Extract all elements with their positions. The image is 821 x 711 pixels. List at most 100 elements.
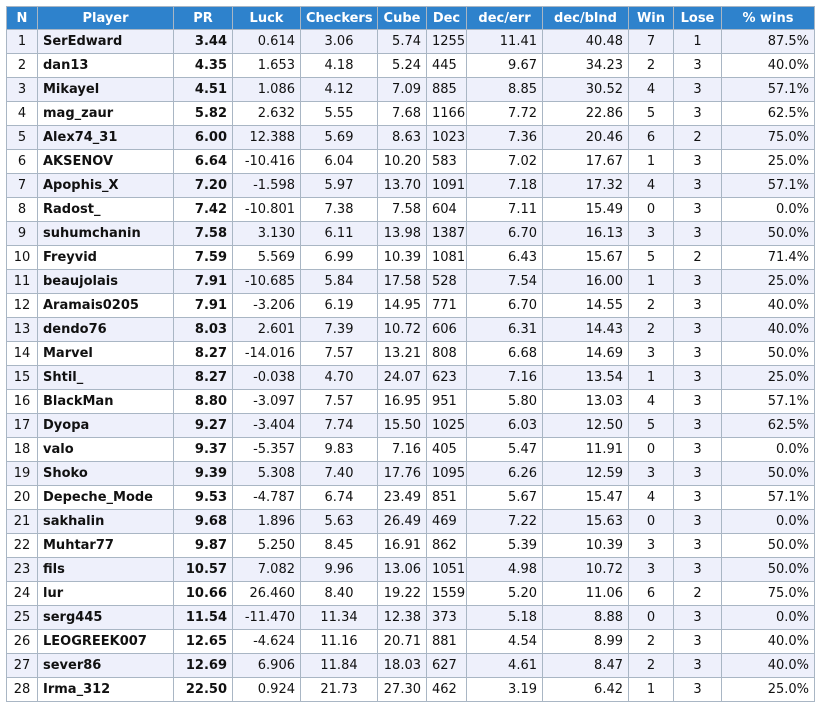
cube-cell: 23.49 (377, 485, 427, 510)
dec-err-cell: 7.16 (466, 365, 543, 390)
checkers-cell: 6.19 (300, 293, 378, 318)
cube-cell: 7.68 (377, 101, 427, 126)
lose-cell: 3 (673, 317, 722, 342)
checkers-cell: 6.99 (300, 245, 378, 270)
lose-cell: 3 (673, 53, 722, 78)
pct-wins-cell: 57.1% (721, 389, 815, 414)
column-header-cube[interactable]: Cube (377, 6, 427, 30)
table-row: 25 serg445 11.54 -11.470 11.34 12.38 373 5.18 8.… (6, 605, 815, 630)
pct-wins-cell: 57.1% (721, 173, 815, 198)
rank-cell: 18 (6, 437, 38, 462)
column-header-lose[interactable]: Lose (673, 6, 722, 30)
dec-blnd-cell: 11.91 (542, 437, 629, 462)
dec-err-cell: 5.80 (466, 389, 543, 414)
win-cell: 2 (628, 53, 674, 78)
player-name-cell: LEOGREEK007 (37, 629, 174, 654)
rank-cell: 1 (6, 29, 38, 54)
player-name-cell: sakhalin (37, 509, 174, 534)
pr-cell: 8.03 (173, 317, 233, 342)
player-name-cell: fils (37, 557, 174, 582)
player-name-cell: serg445 (37, 605, 174, 630)
column-header-dec[interactable]: Dec (426, 6, 467, 30)
luck-cell: 5.250 (232, 533, 301, 558)
table-row: 23 fils 10.57 7.082 9.96 13.06 1051 4.98 10.72 3 3… (6, 557, 815, 582)
column-header-pr[interactable]: PR (173, 6, 233, 30)
column-header-n[interactable]: N (6, 6, 38, 30)
column-header-checkers[interactable]: Checkers (300, 6, 378, 30)
rank-cell: 8 (6, 197, 38, 222)
pct-wins-cell: 25.0% (721, 365, 815, 390)
table-row: 18 valo 9.37 -5.357 9.83 7.16 405 5.47 11.91 0 3 0.… (6, 437, 815, 462)
dec-blnd-cell: 12.50 (542, 413, 629, 438)
column-header-dec-blnd[interactable]: dec/blnd (542, 6, 629, 30)
dec-cell: 373 (426, 605, 467, 630)
column-header-luck[interactable]: Luck (232, 6, 301, 30)
cube-cell: 13.06 (377, 557, 427, 582)
luck-cell: -10.685 (232, 269, 301, 294)
player-name-cell: sever86 (37, 653, 174, 678)
dec-blnd-cell: 17.32 (542, 173, 629, 198)
column-header-win[interactable]: Win (628, 6, 674, 30)
cube-cell: 13.70 (377, 173, 427, 198)
cube-cell: 27.30 (377, 677, 427, 702)
player-name-cell: suhumchanin (37, 221, 174, 246)
cube-cell: 7.16 (377, 437, 427, 462)
column-header-player[interactable]: Player (37, 6, 174, 30)
pr-cell: 7.91 (173, 269, 233, 294)
luck-cell: -11.470 (232, 605, 301, 630)
win-cell: 5 (628, 101, 674, 126)
player-name-cell: Apophis_X (37, 173, 174, 198)
pr-cell: 4.35 (173, 53, 233, 78)
dec-blnd-cell: 22.86 (542, 101, 629, 126)
dec-cell: 606 (426, 317, 467, 342)
dec-err-cell: 7.72 (466, 101, 543, 126)
dec-err-cell: 7.36 (466, 125, 543, 150)
luck-cell: -4.624 (232, 629, 301, 654)
dec-blnd-cell: 15.67 (542, 245, 629, 270)
table-row: 2 dan13 4.35 1.653 4.18 5.24 445 9.67 34.23 2 3 40.… (6, 53, 815, 78)
dec-err-cell: 7.22 (466, 509, 543, 534)
rank-cell: 14 (6, 341, 38, 366)
dec-err-cell: 5.67 (466, 485, 543, 510)
player-name-cell: dan13 (37, 53, 174, 78)
checkers-cell: 6.04 (300, 149, 378, 174)
dec-cell: 851 (426, 485, 467, 510)
cube-cell: 18.03 (377, 653, 427, 678)
checkers-cell: 9.83 (300, 437, 378, 462)
luck-cell: 12.388 (232, 125, 301, 150)
lose-cell: 3 (673, 677, 722, 702)
luck-cell: -10.801 (232, 197, 301, 222)
dec-blnd-cell: 8.99 (542, 629, 629, 654)
player-name-cell: Alex74_31 (37, 125, 174, 150)
lose-cell: 3 (673, 341, 722, 366)
dec-cell: 623 (426, 365, 467, 390)
lose-cell: 3 (673, 221, 722, 246)
checkers-cell: 6.74 (300, 485, 378, 510)
win-cell: 2 (628, 629, 674, 654)
rank-cell: 16 (6, 389, 38, 414)
pr-cell: 8.27 (173, 365, 233, 390)
lose-cell: 1 (673, 29, 722, 54)
pr-cell: 7.20 (173, 173, 233, 198)
win-cell: 4 (628, 173, 674, 198)
luck-cell: 0.924 (232, 677, 301, 702)
checkers-cell: 5.63 (300, 509, 378, 534)
dec-cell: 881 (426, 629, 467, 654)
cube-cell: 15.50 (377, 413, 427, 438)
dec-blnd-cell: 30.52 (542, 77, 629, 102)
rank-cell: 3 (6, 77, 38, 102)
dec-err-cell: 5.47 (466, 437, 543, 462)
player-name-cell: Shoko (37, 461, 174, 486)
dec-cell: 627 (426, 653, 467, 678)
player-name-cell: SerEdward (37, 29, 174, 54)
column-header-dec-err[interactable]: dec/err (466, 6, 543, 30)
checkers-cell: 11.84 (300, 653, 378, 678)
dec-blnd-cell: 15.63 (542, 509, 629, 534)
dec-blnd-cell: 11.06 (542, 581, 629, 606)
pr-cell: 6.64 (173, 149, 233, 174)
win-cell: 6 (628, 125, 674, 150)
luck-cell: -3.404 (232, 413, 301, 438)
checkers-cell: 5.55 (300, 101, 378, 126)
column-header-pct-wins[interactable]: % wins (721, 6, 815, 30)
dec-blnd-cell: 13.03 (542, 389, 629, 414)
